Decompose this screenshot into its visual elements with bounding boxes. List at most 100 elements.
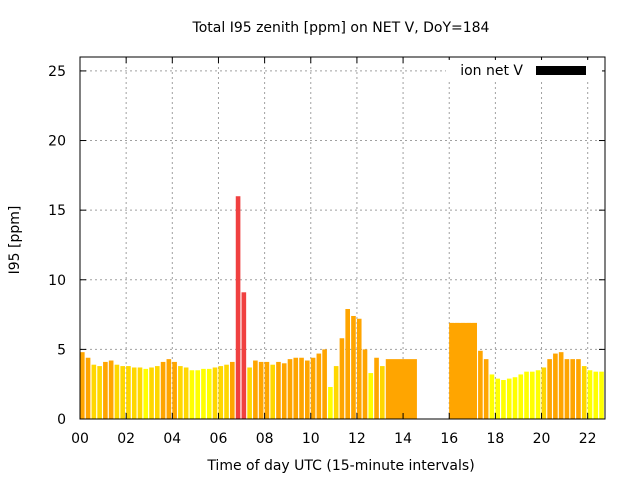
bar [587, 370, 593, 419]
bar [91, 364, 97, 419]
bar [172, 361, 177, 419]
x-axis-label: Time of day UTC (15-minute intervals) [206, 458, 474, 474]
x-tick-label: 12 [348, 431, 366, 447]
bar [483, 359, 489, 419]
bar [218, 366, 224, 419]
bar [339, 338, 345, 419]
bar [368, 373, 374, 419]
bar [195, 370, 200, 419]
bar [131, 367, 137, 419]
plot-frame [79, 56, 606, 420]
bar [201, 368, 206, 419]
bar [374, 357, 379, 419]
bar [97, 366, 102, 419]
bar [235, 196, 241, 419]
bar [212, 367, 218, 419]
x-tick-label: 04 [163, 431, 181, 447]
bar [258, 361, 264, 419]
legend-label: ion net V [460, 63, 523, 79]
x-tick-label: 02 [117, 431, 135, 447]
bar [206, 368, 212, 419]
bar [512, 377, 518, 419]
bar [576, 359, 581, 419]
bar [293, 357, 299, 419]
bar [581, 366, 587, 419]
bar [489, 374, 495, 419]
bar [356, 318, 362, 419]
bar [224, 364, 229, 419]
bar [120, 366, 125, 419]
bar-series [80, 196, 604, 419]
bar [380, 366, 385, 419]
bar [501, 380, 506, 419]
bar [183, 367, 189, 419]
bar [362, 349, 368, 419]
bar [305, 360, 310, 419]
y-tick-label: 5 [57, 342, 66, 358]
bar [103, 361, 108, 419]
bar [310, 357, 316, 419]
bar [518, 374, 524, 419]
legend-swatch [536, 66, 586, 75]
bar [541, 367, 547, 419]
bar [506, 378, 512, 419]
bar [264, 361, 270, 419]
bar [599, 371, 604, 419]
bar [80, 352, 85, 419]
x-tick-label: 20 [533, 431, 551, 447]
bar-block [449, 322, 477, 419]
x-tick-label: 14 [394, 431, 412, 447]
bar [230, 361, 235, 419]
x-tick-label: 18 [486, 431, 504, 447]
y-tick-label: 0 [57, 412, 66, 428]
y-tick-label: 10 [48, 273, 66, 289]
bar [558, 352, 564, 419]
legend: ion net V [446, 60, 602, 82]
y-tick-label: 25 [48, 64, 66, 80]
bar [189, 370, 195, 419]
bar [85, 357, 91, 419]
bar [478, 350, 483, 419]
bar [530, 371, 535, 419]
bar [114, 364, 120, 419]
bar [281, 363, 287, 419]
bar [333, 366, 339, 419]
x-tick-label: 16 [440, 431, 458, 447]
bar [137, 367, 143, 419]
bar [149, 367, 154, 419]
bar [322, 349, 327, 419]
axis-ticks: 0 5 10 15 20 25 00 02 04 06 08 10 12 14 16 18 20 22 [48, 57, 605, 447]
bar [345, 309, 350, 419]
x-tick-label: 08 [256, 431, 274, 447]
bar [351, 315, 356, 419]
bar [553, 353, 558, 419]
bar [299, 357, 304, 419]
legend-box [446, 60, 602, 82]
bar [495, 378, 500, 419]
bar [564, 359, 570, 419]
bar [166, 359, 172, 419]
bar [287, 359, 293, 419]
bar [126, 366, 131, 419]
bar [328, 386, 333, 419]
bar [155, 366, 160, 419]
x-tick-label: 06 [210, 431, 228, 447]
bar [535, 370, 541, 419]
x-tick-label: 22 [579, 431, 597, 447]
bar [253, 360, 258, 419]
bar [143, 368, 149, 419]
bar [547, 359, 552, 419]
y-tick-label: 15 [48, 203, 66, 219]
x-tick-label: 10 [302, 431, 320, 447]
bar [160, 361, 166, 419]
bar [276, 361, 281, 419]
chart-title: Total I95 zenith [ppm] on NET V, DoY=184 [192, 20, 490, 36]
grid-lines [80, 57, 605, 419]
bar [316, 353, 322, 419]
x-tick-label: 00 [71, 431, 89, 447]
y-axis-label: I95 [ppm] [7, 206, 23, 275]
bar [241, 292, 247, 419]
bar [570, 359, 575, 419]
bar [593, 371, 599, 419]
